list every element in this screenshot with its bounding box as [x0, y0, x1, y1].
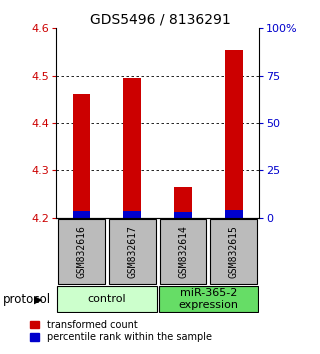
Bar	[73, 94, 90, 218]
Text: miR-365-2
expression: miR-365-2 expression	[179, 288, 238, 310]
Text: GSM832615: GSM832615	[229, 225, 239, 278]
Bar	[123, 211, 141, 218]
Text: GSM832617: GSM832617	[127, 225, 137, 278]
Bar	[159, 286, 258, 312]
Bar	[225, 210, 243, 218]
Bar	[109, 219, 156, 284]
Bar	[73, 211, 90, 218]
Bar	[225, 50, 243, 218]
Legend: transformed count, percentile rank within the sample: transformed count, percentile rank withi…	[30, 320, 212, 342]
Bar	[211, 219, 257, 284]
Text: GSM832616: GSM832616	[76, 225, 86, 278]
Text: GSM832614: GSM832614	[178, 225, 188, 278]
Bar	[160, 219, 206, 284]
Bar	[174, 212, 192, 218]
Bar	[58, 219, 105, 284]
Text: ▶: ▶	[34, 295, 42, 305]
Bar	[174, 187, 192, 218]
Text: protocol: protocol	[3, 293, 51, 306]
Bar	[123, 78, 141, 218]
Text: GDS5496 / 8136291: GDS5496 / 8136291	[90, 12, 230, 27]
Text: control: control	[87, 294, 126, 304]
Bar	[57, 286, 156, 312]
